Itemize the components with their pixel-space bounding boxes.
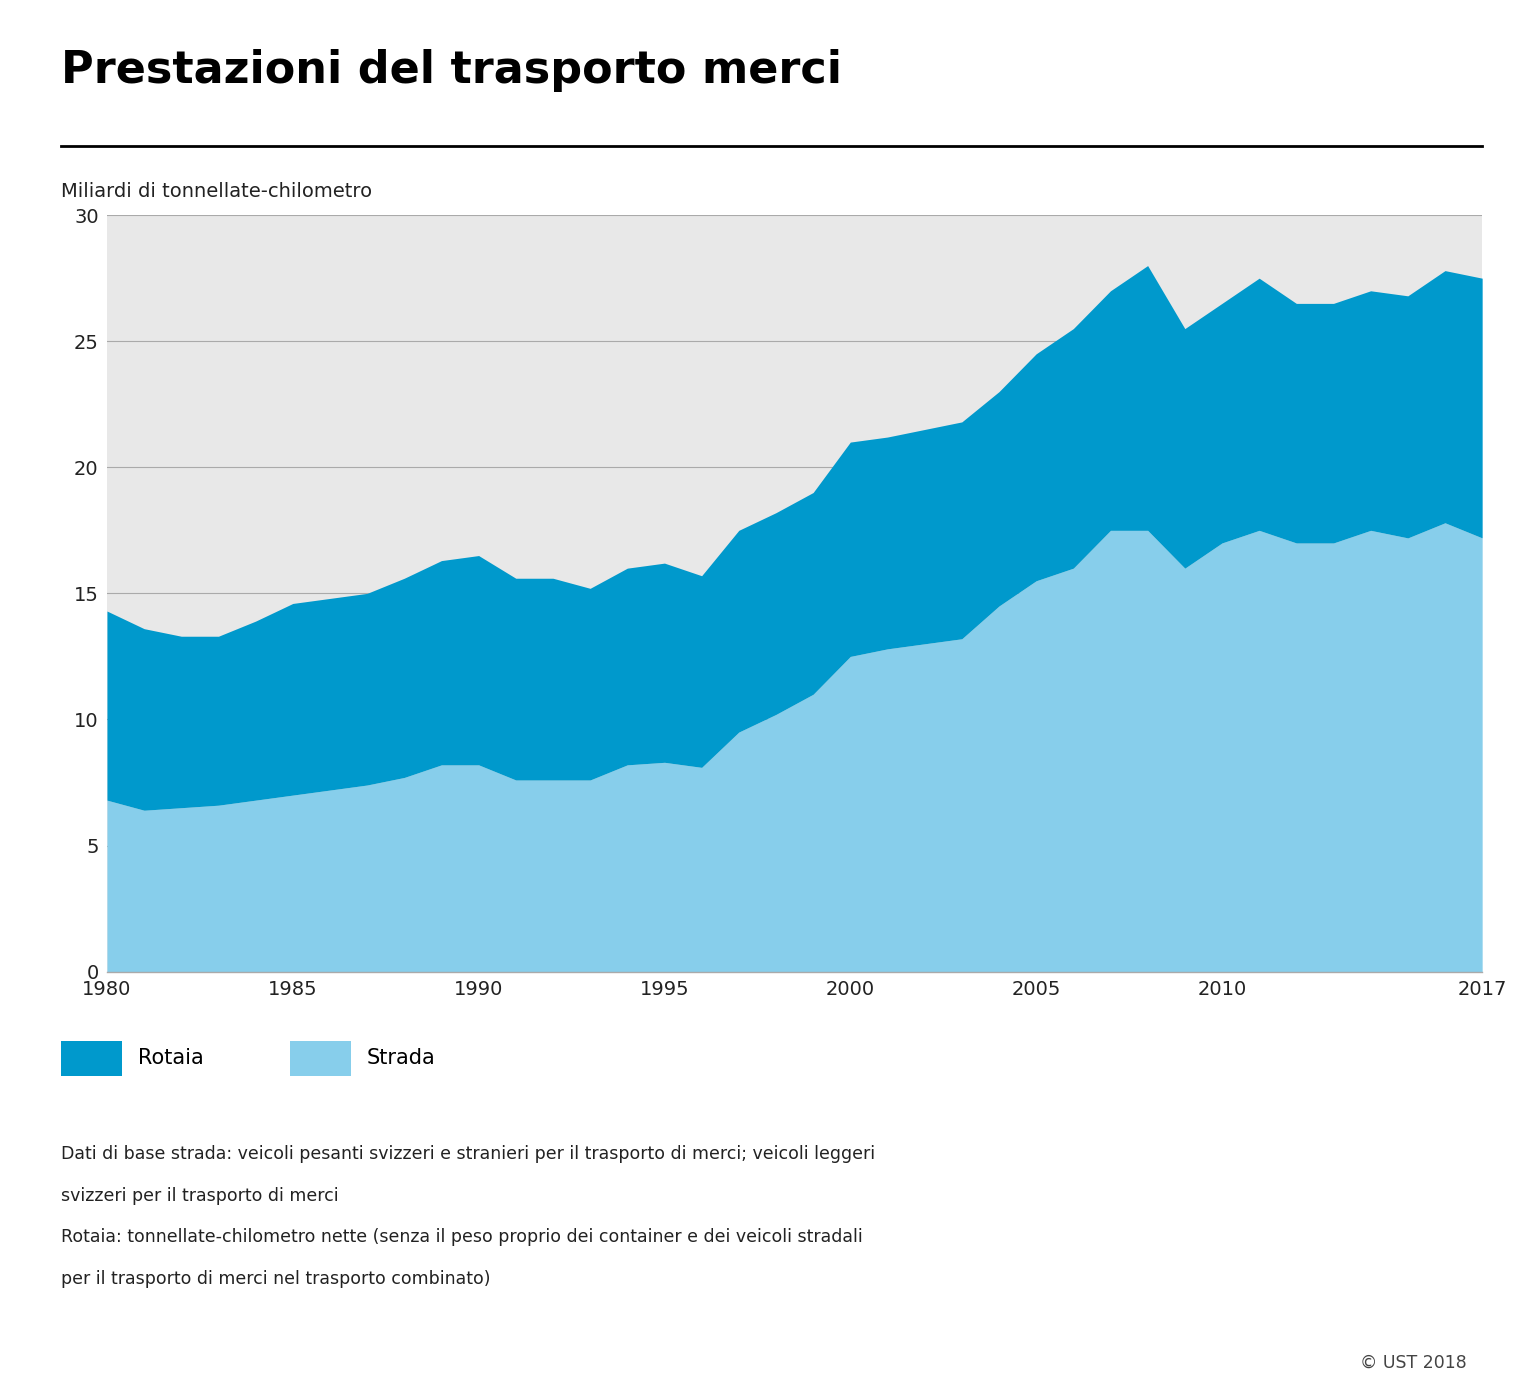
Text: Dati di base strada: veicoli pesanti svizzeri e stranieri per il trasporto di me: Dati di base strada: veicoli pesanti svi… [61, 1145, 876, 1163]
Text: Prestazioni del trasporto merci: Prestazioni del trasporto merci [61, 49, 842, 92]
Text: © UST 2018: © UST 2018 [1360, 1353, 1467, 1371]
Text: Miliardi di tonnellate-chilometro: Miliardi di tonnellate-chilometro [61, 182, 373, 201]
Text: per il trasporto di merci nel trasporto combinato): per il trasporto di merci nel trasporto … [61, 1270, 490, 1288]
Text: svizzeri per il trasporto di merci: svizzeri per il trasporto di merci [61, 1187, 339, 1205]
Text: Rotaia: Rotaia [138, 1048, 203, 1069]
Text: Rotaia: tonnellate-chilometro nette (senza il peso proprio dei container e dei v: Rotaia: tonnellate-chilometro nette (sen… [61, 1228, 863, 1246]
Text: Strada: Strada [367, 1048, 435, 1069]
